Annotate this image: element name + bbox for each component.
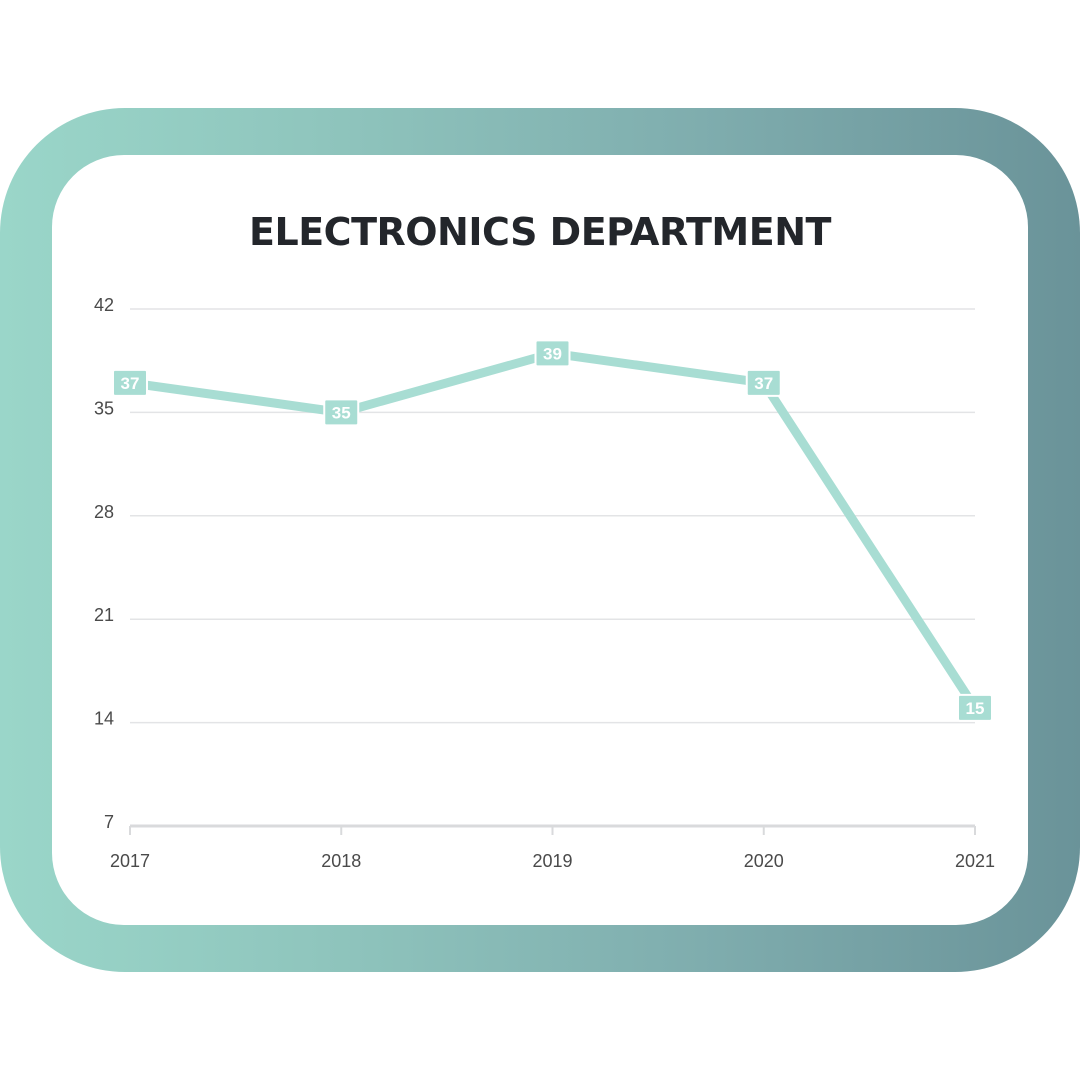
- y-tick-label: 28: [94, 502, 114, 522]
- data-point-marker: [112, 368, 148, 397]
- chart-title: ELECTRONICS DEPARTMENT: [249, 210, 831, 254]
- y-axis: 7 14 21 28 35 42: [94, 295, 114, 832]
- data-point-marker: [745, 368, 782, 397]
- x-tick-label: 2021: [955, 851, 995, 871]
- data-point-marker: [534, 339, 571, 368]
- x-axis: 2017 2018 2019 2020 2021: [110, 826, 995, 871]
- data-labels: 37 35 39 37 15: [112, 339, 993, 722]
- x-tick-label: 2019: [532, 851, 572, 871]
- y-tick-label: 7: [104, 812, 114, 832]
- series-line: [125, 348, 980, 713]
- data-point-marker: [957, 693, 993, 722]
- data-label: 35: [332, 403, 351, 422]
- y-tick-label: 35: [94, 398, 114, 418]
- x-tick-label: 2017: [110, 851, 150, 871]
- y-tick-label: 14: [94, 709, 114, 729]
- y-tick-label: 42: [94, 295, 114, 315]
- x-tick-label: 2018: [321, 851, 361, 871]
- data-label: 37: [121, 374, 140, 393]
- data-point-marker: [323, 398, 360, 427]
- series-line-group: [125, 348, 980, 713]
- y-tick-label: 21: [94, 605, 114, 625]
- grid-lines: [130, 308, 975, 828]
- data-label: 39: [543, 344, 562, 363]
- x-tick-label: 2020: [744, 851, 784, 871]
- data-label: 37: [754, 374, 773, 393]
- data-label: 15: [966, 699, 985, 718]
